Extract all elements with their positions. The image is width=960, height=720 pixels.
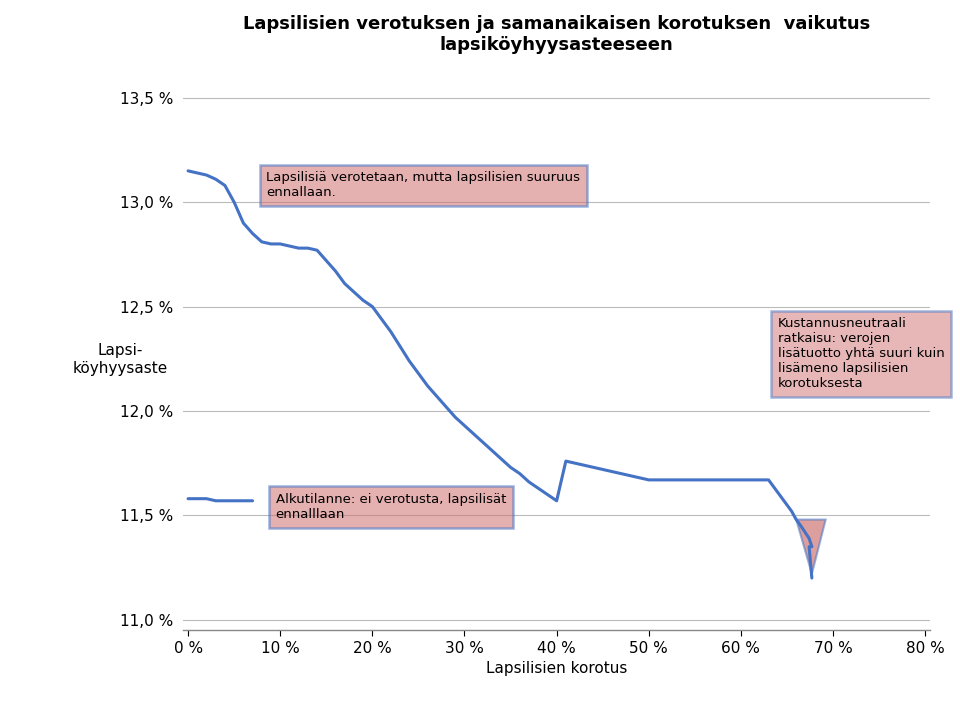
Title: Lapsilisien verotuksen ja samanaikaisen korotuksen  vaikutus
lapsiköyhyysasteese: Lapsilisien verotuksen ja samanaikaisen … (243, 15, 871, 54)
Text: Kustannusneutraali
ratkaisu: verojen
lisätuotto yhtä suuri kuin
lisämeno lapsili: Kustannusneutraali ratkaisu: verojen lis… (778, 317, 945, 390)
Polygon shape (796, 520, 826, 574)
X-axis label: Lapsilisien korotus: Lapsilisien korotus (486, 661, 627, 676)
Text: Lapsilisiä verotetaan, mutta lapsilisien suuruus
ennallaan.: Lapsilisiä verotetaan, mutta lapsilisien… (214, 168, 581, 199)
Y-axis label: Lapsi-
köyhyysaste: Lapsi- köyhyysaste (72, 343, 168, 376)
Text: Alkutilanne: ei verotusta, lapsilisät
ennalllaan: Alkutilanne: ei verotusta, lapsilisät en… (214, 493, 506, 521)
